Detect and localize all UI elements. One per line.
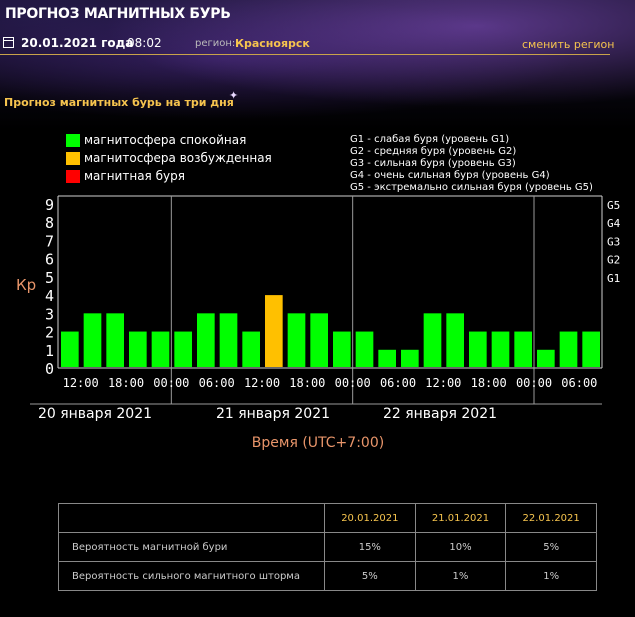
y-tick-label: 3 [45,305,54,323]
table-header-row: 20.01.2021 21.01.2021 22.01.2021 [58,503,597,533]
x-tick-label: 12:00 [244,376,280,390]
x-tick-label: 00:00 [516,376,552,390]
kp-bar [106,313,124,367]
kp-bar [514,331,532,367]
change-region-link[interactable]: сменить регион [522,38,615,51]
g-tick-label: G2 [607,254,620,267]
region-name[interactable]: Красноярск [235,37,310,50]
table-header-cell: 22.01.2021 [505,503,597,533]
y-tick-label: 1 [45,342,54,360]
header-background [0,0,635,130]
kp-bar [197,313,215,367]
table-header-cell: 20.01.2021 [324,503,416,533]
y-tick-label: 2 [45,324,54,342]
x-tick-label: 00:00 [335,376,371,390]
storm-levels-list: G1 - слабая буря (уровень G1) G2 - средн… [350,134,593,194]
x-tick-label: 18:00 [108,376,144,390]
table-cell: 10% [414,532,507,562]
kp-bar [242,331,260,367]
current-date: 20.01.2021 года [21,36,134,50]
kp-bar [265,295,283,367]
kp-bar [61,331,79,367]
storm-probability-table: 20.01.2021 21.01.2021 22.01.2021 Вероятн… [58,503,597,591]
kp-bar [446,313,464,367]
day-label: 21 января 2021 [216,406,330,422]
y-tick-label: 4 [45,287,54,305]
g-level-2: G2 - средняя буря (уровень G2) [350,146,517,157]
g-level-3: G3 - сильная буря (уровень G3) [350,158,516,169]
day-label: 20 января 2021 [38,406,152,422]
x-tick-label: 18:00 [471,376,507,390]
kp-bar [401,349,419,367]
legend-label-quiet: магнитосфера спокойная [84,133,247,147]
current-time: 08:02 [127,36,162,50]
kp-bar [582,331,600,367]
x-tick-label: 18:00 [289,376,325,390]
x-tick-label: 12:00 [63,376,99,390]
y-tick-label: 6 [45,251,54,269]
x-tick-label: 12:00 [425,376,461,390]
y-tick-label: 5 [45,269,54,287]
table-cell: 5% [505,532,597,562]
kp-bar [333,331,351,367]
kp-bar [355,331,374,367]
section-title: Прогноз магнитных бурь на три дня [4,96,234,109]
x-tick-label: 06:00 [561,376,597,390]
y-tick-label: 7 [45,232,54,250]
row-label: Вероятность сильного магнитного шторма [58,561,325,591]
kp-bar [83,313,102,367]
y-tick-label: 0 [45,360,54,378]
y-tick-label: 8 [45,214,54,232]
legend-swatch-active [66,152,80,165]
g-tick-label: G4 [607,217,621,230]
region-label: регион: [195,38,236,49]
kp-bar [469,331,487,367]
table-cell: 1% [505,561,597,591]
y-tick-label: 9 [45,196,54,214]
legend-label-storm: магнитная буря [84,169,185,183]
kp-bar [559,331,578,367]
kp-bar [310,313,328,367]
kp-bar [174,331,192,367]
header-divider [0,54,610,55]
row-label: Вероятность магнитной бури [58,532,325,562]
legend-swatch-quiet [66,134,80,147]
kp-bar [423,313,442,367]
kp-bar [129,331,147,367]
g-tick-label: G3 [607,235,620,248]
page-title: ПРОГНОЗ МАГНИТНЫХ БУРЬ [5,6,231,22]
kp-bar [491,331,510,367]
x-axis-label: Время (UTC+7:00) [252,435,384,451]
legend-swatch-storm [66,170,80,183]
x-tick-label: 06:00 [380,376,416,390]
y-axis-label: Кр [16,276,36,294]
g-level-1: G1 - слабая буря (уровень G1) [350,134,510,145]
g-tick-label: G5 [607,199,620,212]
x-tick-label: 00:00 [153,376,189,390]
g-level-4: G4 - очень сильная буря (уровень G4) [350,170,550,181]
legend-label-active: магнитосфера возбужденная [84,151,272,165]
kp-bar [287,313,306,367]
table-row: Вероятность сильного магнитного шторма 5… [58,561,597,591]
calendar-icon [3,37,14,48]
table-header-cell [58,503,325,533]
table-header-cell: 21.01.2021 [414,503,507,533]
table-cell: 5% [324,561,416,591]
kp-bar [151,331,170,367]
star-icon: ✦ [229,89,239,102]
x-tick-label: 06:00 [199,376,235,390]
date-bar: 20.01.2021 года 08:02 регион: Красноярск… [0,33,635,53]
table-cell: 15% [324,532,416,562]
kp-bar [378,349,396,367]
g-tick-label: G1 [607,272,620,285]
table-row: Вероятность магнитной бури 15% 10% 5% [58,532,597,562]
kp-bar [219,313,238,367]
g-level-5: G5 - экстремально сильная буря (уровень … [350,182,593,193]
table-cell: 1% [414,561,507,591]
day-label: 22 января 2021 [383,406,497,422]
kp-bar [537,349,555,367]
